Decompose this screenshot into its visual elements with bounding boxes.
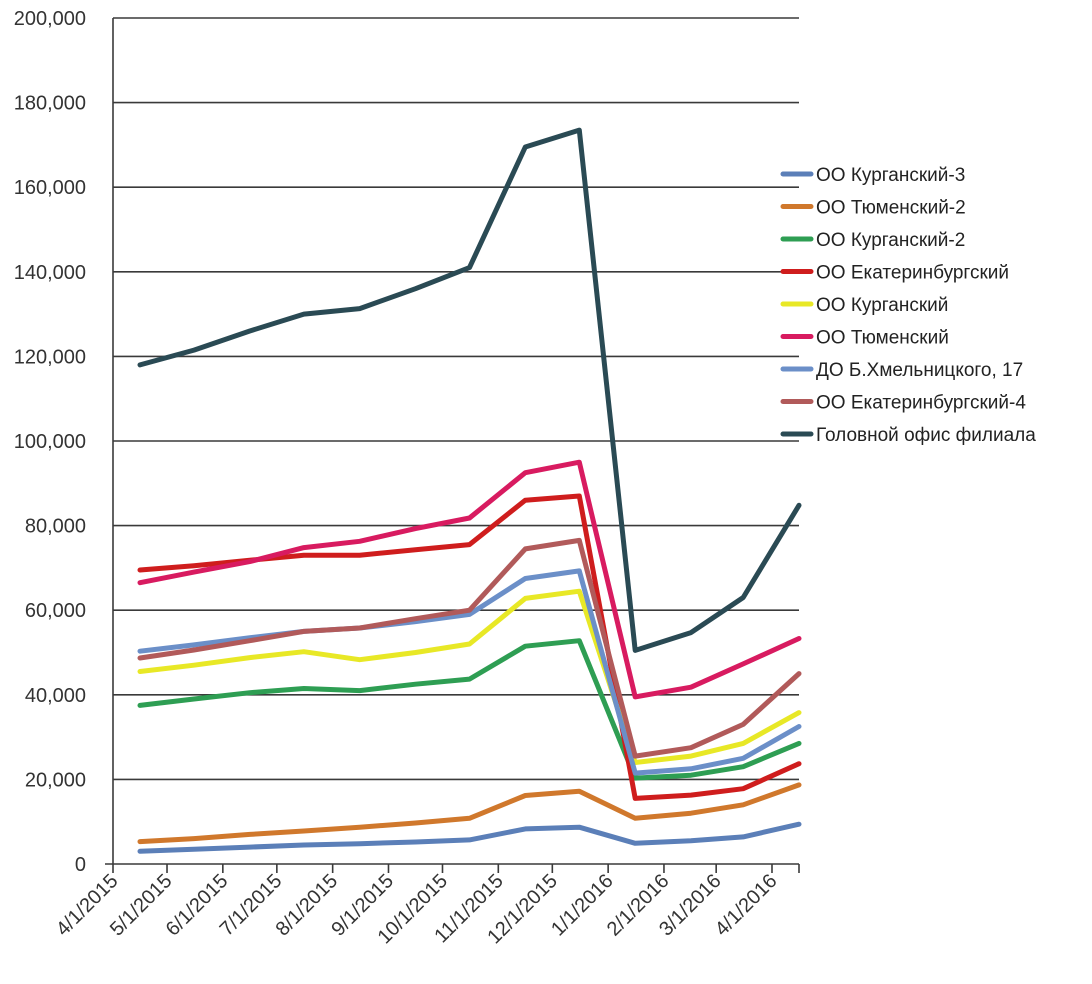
- y-tick-label: 200,000: [14, 8, 86, 30]
- x-tick-label: 4/1/2016: [711, 870, 782, 941]
- series-line: [137, 782, 802, 845]
- legend-label: Головной офис филиала: [816, 425, 1036, 446]
- y-tick-label: 140,000: [14, 262, 86, 284]
- y-tick-label: 40,000: [25, 685, 86, 707]
- series-line: [137, 821, 802, 854]
- legend-label: ОО Тюменский: [816, 328, 949, 349]
- y-tick-label: 160,000: [14, 177, 86, 199]
- series-line: [137, 537, 802, 759]
- y-tick-label: 120,000: [14, 346, 86, 368]
- y-tick-label: 100,000: [14, 431, 86, 453]
- x-axis-tick-labels: 4/1/20155/1/20156/1/20157/1/20158/1/2015…: [52, 870, 782, 948]
- series-line: [137, 568, 802, 776]
- y-tick-label: 0: [75, 854, 86, 876]
- series-lines: [137, 127, 802, 854]
- legend-label: ОО Курганский-3: [816, 165, 965, 186]
- y-tick-label: 80,000: [25, 516, 86, 538]
- legend-label: ОО Екатеринбургский-4: [816, 393, 1026, 414]
- legend-label: ОО Тюменский-2: [816, 198, 966, 219]
- y-axis-tick-labels: 0 20,000 40,000 60,000 80,000 100,000 120,000 1…: [14, 8, 86, 876]
- series-line: [137, 127, 802, 653]
- series-line: [137, 638, 802, 781]
- legend: ОО Курганский-3 ОО Тюменский-2 ОО Курганск…: [780, 165, 1036, 446]
- series-line: [137, 459, 802, 700]
- legend-label: ОО Курганский-2: [816, 230, 965, 251]
- axes: [105, 18, 800, 873]
- legend-label: ДО Б.Хмельницкого, 17: [816, 360, 1023, 381]
- series-line: [137, 588, 802, 765]
- y-tick-label: 20,000: [25, 769, 86, 791]
- y-tick-label: 60,000: [25, 600, 86, 622]
- gridlines: [113, 17, 799, 781]
- y-tick-label: 180,000: [14, 93, 86, 115]
- legend-label: ОО Курганский: [816, 295, 948, 316]
- legend-label: ОО Екатеринбургский: [816, 263, 1009, 284]
